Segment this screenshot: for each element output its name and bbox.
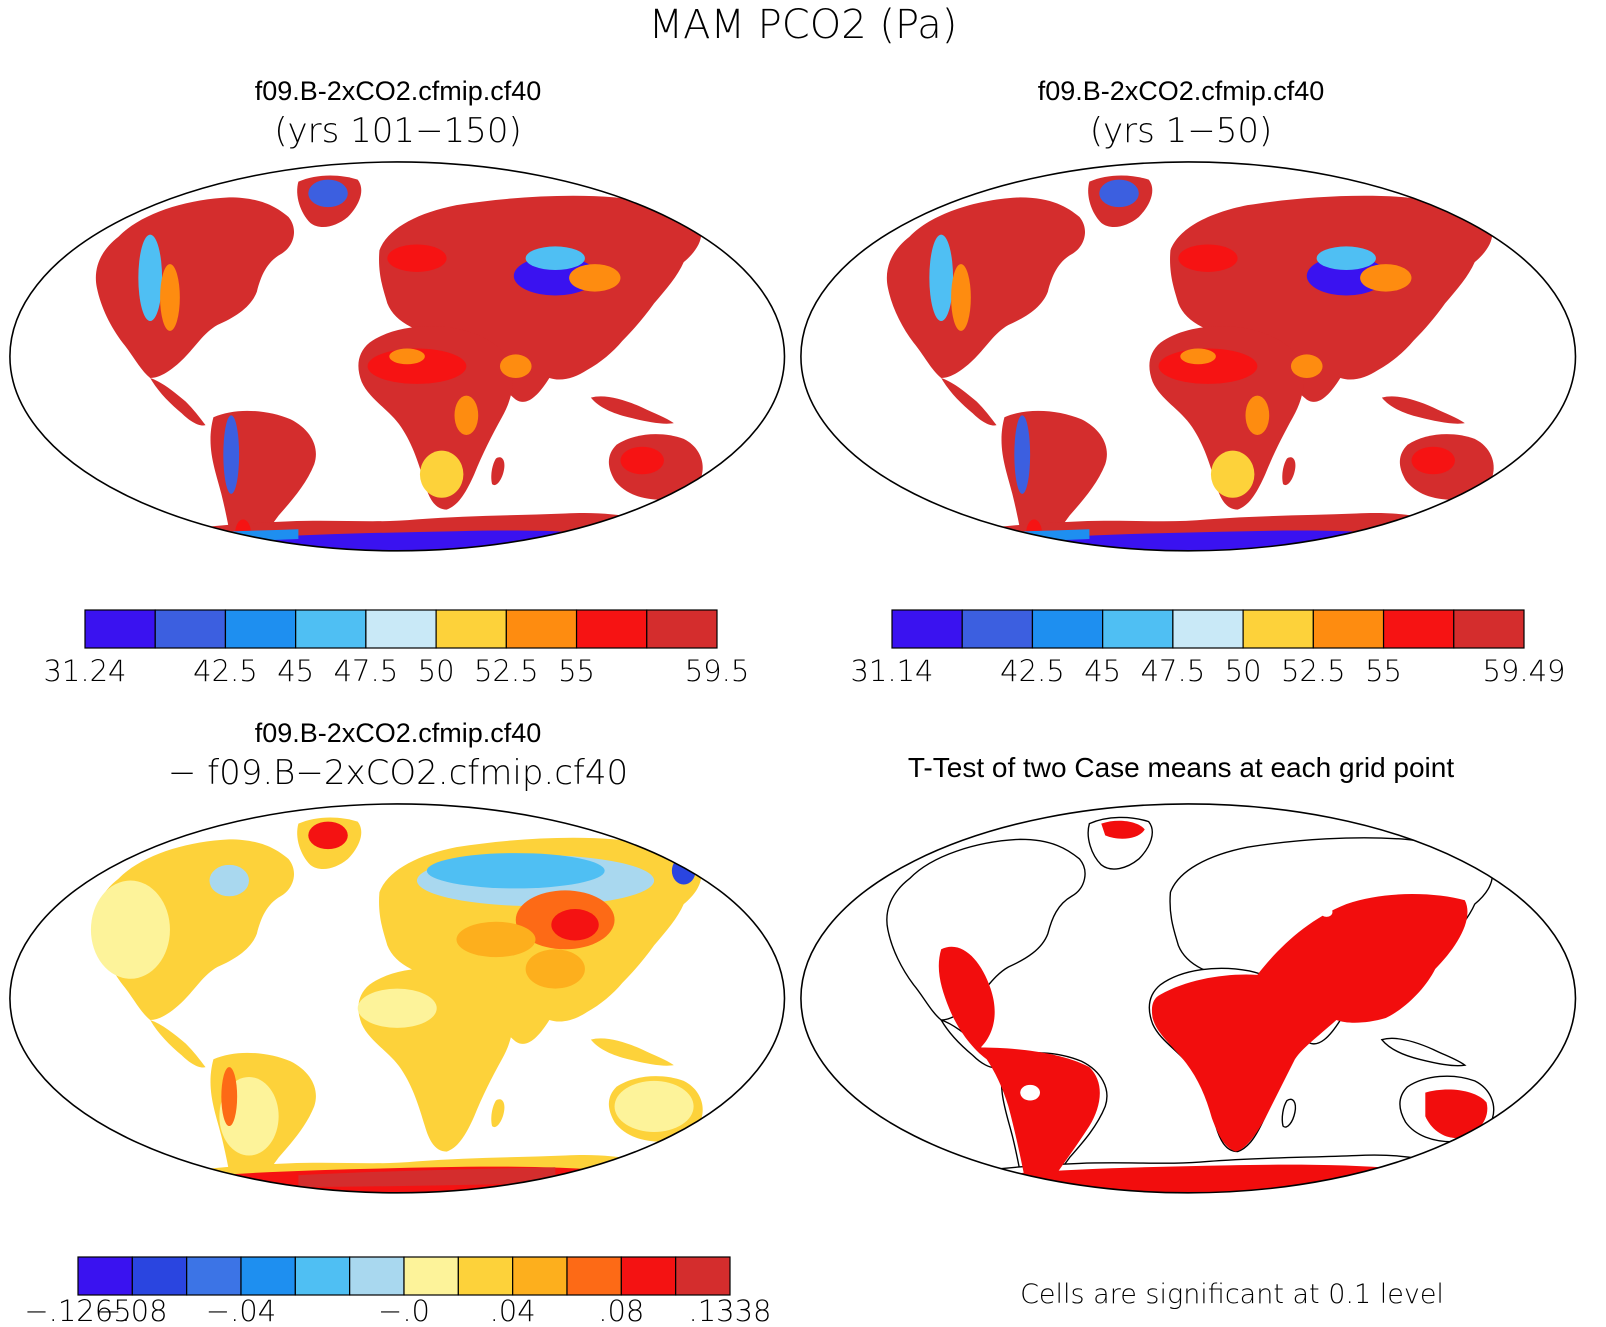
panel-case2-title: f09.B-2xCO2.cfmip.cf40 — [1038, 76, 1325, 106]
colorbar-tick-label: 45 — [277, 654, 314, 688]
map-case1 — [9, 161, 786, 552]
colorbar-swatch — [646, 609, 718, 649]
colorbar-swatch — [1453, 609, 1525, 649]
colorbar-swatch — [1312, 609, 1385, 649]
colorbar-swatch — [77, 1256, 133, 1296]
colorbar-tick-label: 55 — [558, 654, 595, 688]
colorbar-swatch — [186, 1256, 242, 1296]
figure-title: MAM PCO2 (Pa) — [649, 2, 958, 48]
colorbar-swatch — [295, 609, 367, 649]
colorbar-swatch — [240, 1256, 296, 1296]
colorbar-tick-label: 50 — [418, 654, 455, 688]
region-central-asia — [525, 246, 585, 270]
panel-case2-subtitle: (yrs 1−50) — [1090, 111, 1273, 151]
region-rockies — [138, 234, 163, 322]
colorbar-swatch — [365, 609, 437, 649]
colorbar-tick-label: 59.49 — [1482, 654, 1565, 688]
region-greenland-ice — [308, 179, 348, 208]
colorbar-swatch — [1102, 609, 1174, 649]
region-australia-west — [620, 446, 664, 475]
region-antarctica-edge — [150, 529, 299, 545]
colorbar-tick-label: 47.5 — [334, 654, 399, 688]
colorbar-swatch — [457, 1256, 514, 1296]
colorbar-swatch — [1031, 609, 1104, 649]
panel-ttest-note: Cells are significant at 0.1 level — [1020, 1279, 1444, 1310]
colorbar-swatch — [403, 1256, 459, 1296]
colorbar-tick-label: 52.5 — [1281, 654, 1346, 688]
colorbar-tick-label: 50 — [1225, 654, 1262, 688]
panel-difference: f09.B-2xCO2.cfmip.cf40 − f09.B−2xCO2.cfm… — [9, 718, 786, 1327]
region-europe — [387, 244, 447, 272]
panel-case1-subtitle: (yrs 101−150) — [274, 111, 521, 151]
colorbar-tick-label: −.1265 — [24, 1294, 131, 1327]
colorbar-swatch — [675, 1256, 731, 1296]
colorbar-swatch — [435, 609, 507, 649]
panel-ttest-title: T-Test of two Case means at each grid po… — [908, 752, 1454, 783]
colorbar-tick-label: −.08 — [97, 1294, 167, 1327]
significant-region-americas — [938, 946, 1100, 1193]
region-east-africa — [454, 395, 479, 435]
colorbar-tick-label: 42.5 — [193, 654, 258, 688]
significant-region-australia — [1425, 1089, 1488, 1139]
map-difference — [9, 803, 786, 1194]
region-mongolia — [569, 264, 621, 292]
colorbar-swatch — [1382, 609, 1455, 649]
panel-case1-title: f09.B-2xCO2.cfmip.cf40 — [255, 76, 542, 106]
colorbar-tick-label: 42.5 — [1000, 654, 1065, 688]
colorbar-swatch — [1172, 609, 1244, 649]
colorbar-tick-label: .08 — [598, 1294, 644, 1327]
region-arabia — [499, 354, 532, 379]
colorbar-tick-label: 45 — [1084, 654, 1121, 688]
colorbar-tick-label: 31.24 — [43, 654, 126, 688]
significant-region-afro-eurasia — [1151, 894, 1468, 1152]
colorbar-tick-label: 47.5 — [1141, 654, 1206, 688]
colorbar-swatch — [84, 609, 156, 649]
panel-case2: f09.B-2xCO2.cfmip.cf40 (yrs 1−50) — [800, 76, 1577, 688]
colorbar-swatch — [620, 1256, 677, 1296]
colorbar-swatch — [575, 609, 648, 649]
colorbar-tick-label: −.0 — [378, 1294, 430, 1327]
region-andes — [223, 415, 240, 494]
region-south-africa — [419, 450, 464, 498]
colorbar-tick-label: 59.5 — [685, 654, 750, 688]
colorbar-tick-label: .04 — [490, 1294, 536, 1327]
colorbar-tick-label: 31.14 — [850, 654, 933, 688]
colorbar-swatch — [294, 1256, 351, 1296]
significant-region-greenland — [1101, 820, 1145, 839]
colorbar-swatch — [891, 609, 963, 649]
colorbar-tick-label: −.04 — [206, 1294, 276, 1327]
region-rockies-edge — [160, 264, 180, 331]
region-sahara-spot — [389, 348, 425, 365]
colorbar-difference: −.1265−.08 −.04 −.0 .04 .08 .1338 — [24, 1256, 772, 1327]
colorbar-swatch — [154, 609, 227, 649]
colorbar-swatch — [1242, 609, 1314, 649]
colorbar-tick-label: 52.5 — [474, 654, 539, 688]
colorbar-swatch — [131, 1256, 188, 1296]
colorbar-swatch — [512, 1256, 568, 1296]
panel-case1: f09.B-2xCO2.cfmip.cf40 (yrs 101−150) — [9, 76, 786, 688]
colorbar-tick-label: .1338 — [688, 1294, 771, 1327]
colorbar-swatch — [961, 609, 1034, 649]
colorbar-swatch — [566, 1256, 622, 1296]
panel-difference-subtitle: − f09.B−2xCO2.cfmip.cf40 — [168, 753, 628, 793]
panel-difference-title: f09.B-2xCO2.cfmip.cf40 — [255, 718, 542, 748]
map-case2 — [800, 161, 1577, 552]
colorbar-case1: 31.24 42.5 45 47.5 50 52.5 55 59.5 — [43, 609, 750, 688]
panel-ttest: T-Test of two Case means at each grid po… — [800, 752, 1577, 1310]
colorbar-case2: 31.14 42.5 45 47.5 50 52.5 55 59.49 — [850, 609, 1566, 688]
colorbar-swatch — [505, 609, 578, 649]
colorbar-tick-label: 55 — [1365, 654, 1402, 688]
colorbar-swatch — [349, 1256, 405, 1296]
colorbar-swatch — [224, 609, 297, 649]
map-ttest — [800, 803, 1577, 1194]
